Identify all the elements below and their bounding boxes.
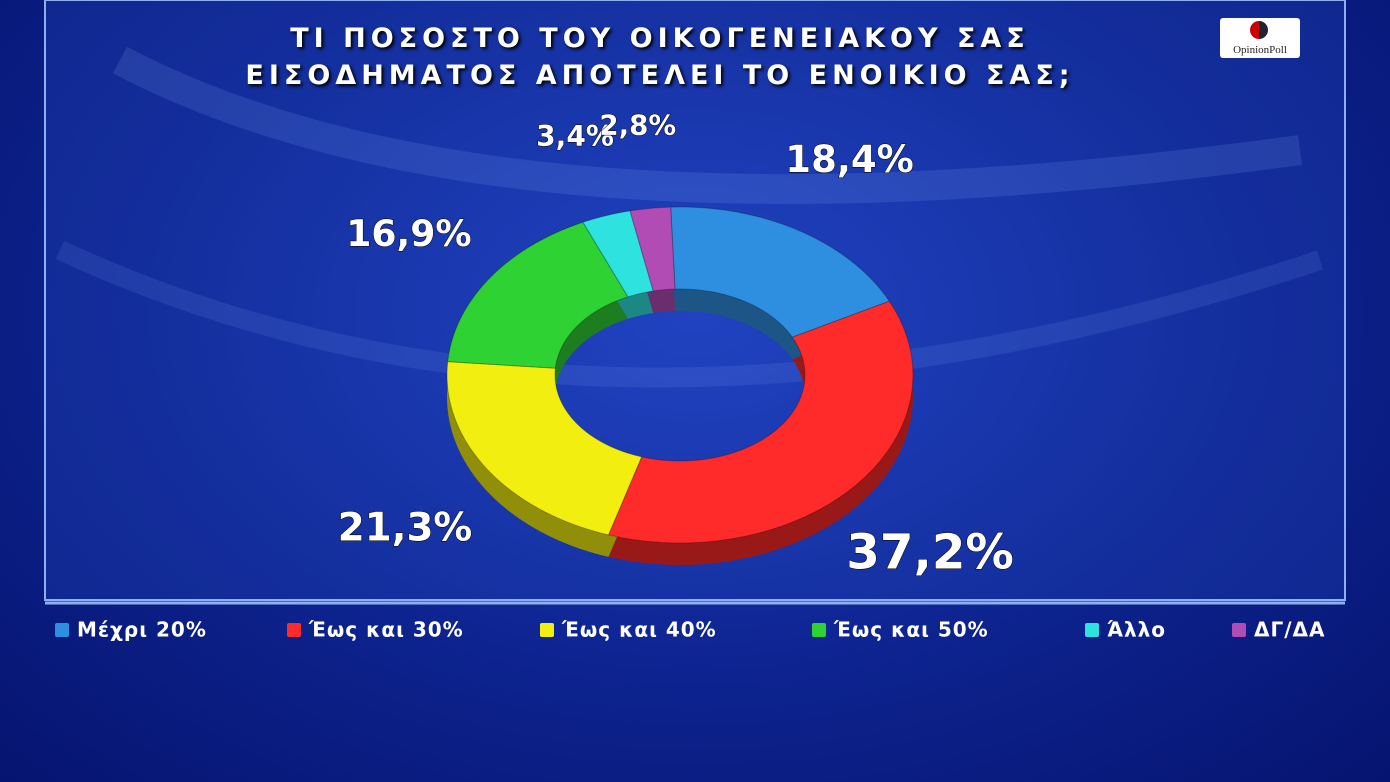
value-label: 16,9% (346, 212, 471, 255)
segment (670, 206, 891, 338)
legend-label: Έως και 50% (833, 618, 989, 642)
value-label: 18,4% (785, 138, 913, 181)
segment (447, 221, 629, 369)
decor (113, 46, 1303, 204)
legend-label: Έως και 30% (308, 618, 464, 642)
value-label: 37,2% (846, 525, 1014, 581)
segment (446, 361, 643, 536)
decor (55, 240, 1324, 388)
legend-label: Έως και 40% (561, 618, 717, 642)
legend-swatch (540, 623, 554, 637)
legend-label: Μέχρι 20% (77, 618, 207, 642)
legend-label: Άλλο (1107, 618, 1166, 642)
segment (582, 210, 654, 298)
legend-swatch (1232, 623, 1246, 637)
logo: OpinionPoll (1220, 18, 1300, 58)
legend-swatch (55, 623, 69, 637)
chart-title: ΤΙ ΠΟΣΟΣΤΟ ΤΟΥ ΟΙΚΟΓΕΝΕΙΑΚΟΥ ΣΑΣ ΕΙΣΟΔΗΜ… (245, 23, 1075, 91)
value-label: 2,8% (599, 109, 676, 142)
legend-swatch (1085, 623, 1099, 637)
value-label: 21,3% (338, 505, 473, 550)
legend-swatch (287, 623, 301, 637)
logo-text: OpinionPoll (1233, 44, 1287, 56)
legend-swatch (812, 623, 826, 637)
value-label: 3,4% (536, 120, 614, 153)
segment (629, 206, 676, 292)
legend-label: ΔΓ/ΔΑ (1254, 618, 1325, 642)
